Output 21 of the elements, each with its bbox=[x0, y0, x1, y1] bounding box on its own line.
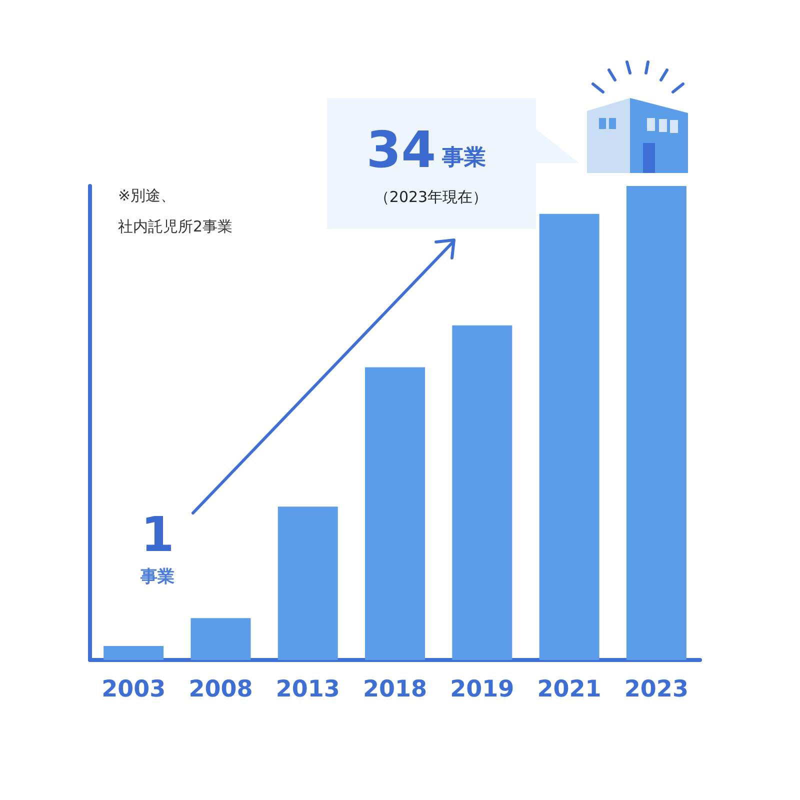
bar bbox=[104, 646, 164, 660]
x-tick-label: 2018 bbox=[362, 676, 428, 702]
x-tick-label: 2023 bbox=[624, 676, 688, 702]
annotation: 社内託児所2事業 bbox=[118, 218, 233, 236]
bar bbox=[278, 506, 338, 660]
x-tick-label: 2021 bbox=[537, 676, 602, 702]
bar bbox=[452, 325, 512, 660]
x-tick-label: 2019 bbox=[450, 676, 514, 702]
bar bbox=[539, 214, 600, 660]
bar bbox=[365, 367, 425, 660]
text: 事業 bbox=[441, 146, 486, 170]
annotation: （2023年現在） bbox=[374, 188, 488, 206]
text: 34 bbox=[366, 121, 436, 179]
x-tick-label: 2003 bbox=[102, 676, 166, 702]
bar bbox=[626, 186, 686, 660]
x-tick-label: 2013 bbox=[276, 676, 340, 702]
annotation: 事業 bbox=[140, 567, 175, 588]
data-label: 1 bbox=[140, 507, 174, 564]
annotation: ※別途、 bbox=[118, 186, 176, 204]
x-tick-label: 2008 bbox=[188, 676, 253, 702]
bar bbox=[190, 618, 251, 660]
